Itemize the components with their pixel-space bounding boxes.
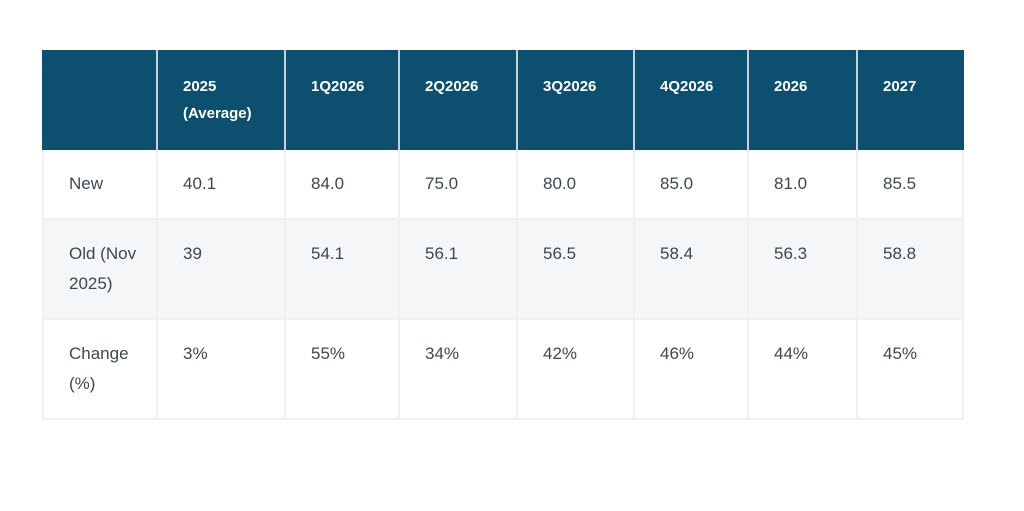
data-cell: 84.0 — [286, 150, 400, 220]
forecast-table-container: 2025 (Average) 1Q2026 2Q2026 3Q2026 4Q20… — [42, 50, 964, 420]
data-cell: 56.3 — [749, 220, 858, 320]
header-cell-4q2026: 4Q2026 — [635, 50, 749, 150]
data-cell: 39 — [158, 220, 286, 320]
header-cell-3q2026: 3Q2026 — [518, 50, 635, 150]
data-cell: 34% — [400, 320, 518, 420]
data-cell: 54.1 — [286, 220, 400, 320]
data-cell: 45% — [858, 320, 964, 420]
data-cell: 56.1 — [400, 220, 518, 320]
data-cell: 58.8 — [858, 220, 964, 320]
row-label-change: Change (%) — [42, 320, 158, 420]
header-cell-2026: 2026 — [749, 50, 858, 150]
data-cell: 40.1 — [158, 150, 286, 220]
data-cell: 80.0 — [518, 150, 635, 220]
table-row-new: New 40.1 84.0 75.0 80.0 85.0 81.0 85.5 — [42, 150, 964, 220]
forecast-table: 2025 (Average) 1Q2026 2Q2026 3Q2026 4Q20… — [42, 50, 964, 420]
header-cell-2q2026: 2Q2026 — [400, 50, 518, 150]
data-cell: 85.5 — [858, 150, 964, 220]
header-row: 2025 (Average) 1Q2026 2Q2026 3Q2026 4Q20… — [42, 50, 964, 150]
header-cell-1q2026: 1Q2026 — [286, 50, 400, 150]
data-cell: 75.0 — [400, 150, 518, 220]
header-cell-blank — [42, 50, 158, 150]
data-cell: 81.0 — [749, 150, 858, 220]
data-cell: 55% — [286, 320, 400, 420]
data-cell: 44% — [749, 320, 858, 420]
row-label-new: New — [42, 150, 158, 220]
data-cell: 56.5 — [518, 220, 635, 320]
table-row-old: Old (Nov 2025) 39 54.1 56.1 56.5 58.4 56… — [42, 220, 964, 320]
header-cell-2025-average: 2025 (Average) — [158, 50, 286, 150]
row-label-old: Old (Nov 2025) — [42, 220, 158, 320]
data-cell: 3% — [158, 320, 286, 420]
data-cell: 85.0 — [635, 150, 749, 220]
data-cell: 42% — [518, 320, 635, 420]
data-cell: 58.4 — [635, 220, 749, 320]
header-cell-2027: 2027 — [858, 50, 964, 150]
table-row-change: Change (%) 3% 55% 34% 42% 46% 44% 45% — [42, 320, 964, 420]
data-cell: 46% — [635, 320, 749, 420]
